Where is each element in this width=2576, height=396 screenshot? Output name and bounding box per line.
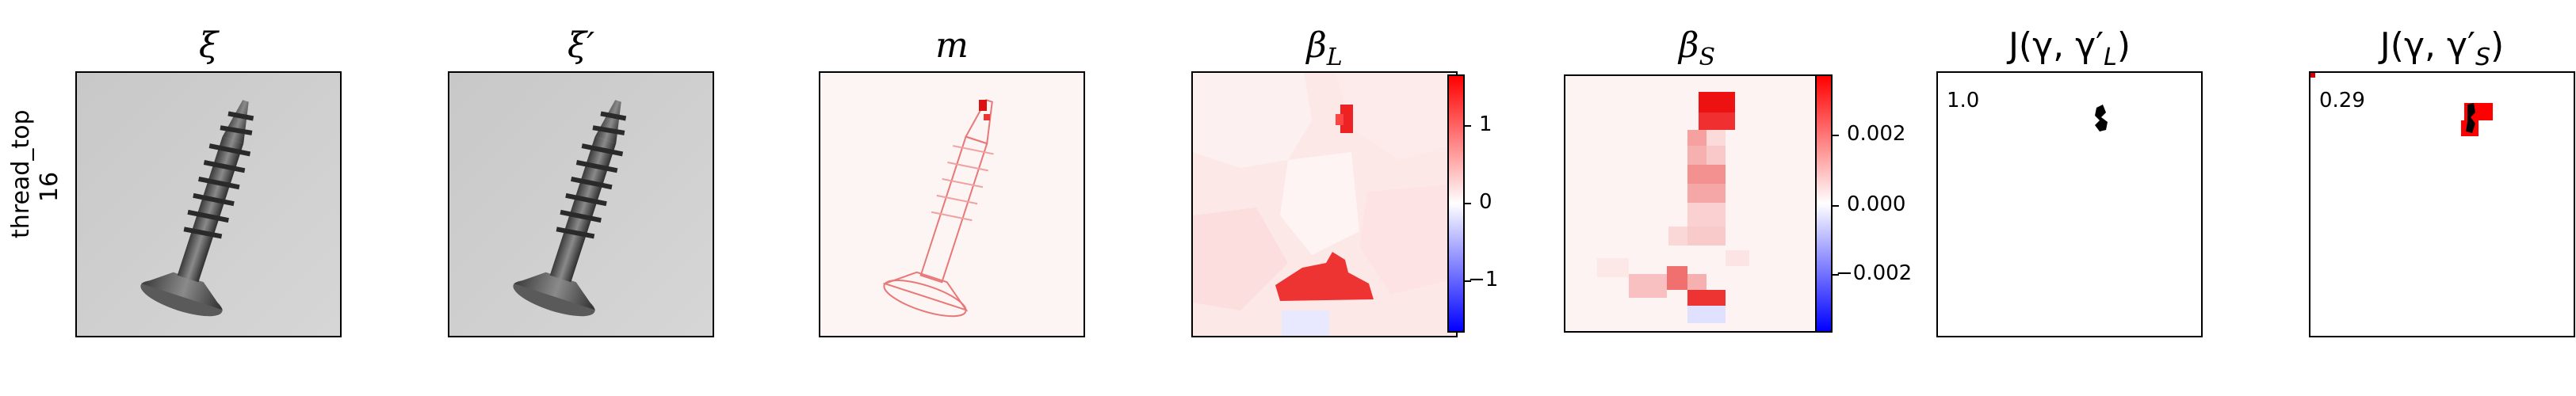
- title-beta-s: βS: [1679, 25, 1715, 71]
- screw-shape: [140, 100, 254, 317]
- colorbar-s-tick-neg: −0.002: [1836, 261, 1913, 285]
- panel-beta-s: [1564, 74, 1822, 333]
- jaccard-s-value: 0.29: [2319, 89, 2365, 112]
- colorbar-s-tick-pos: 0.002: [1847, 122, 1906, 146]
- colorbar-beta-l: [1447, 74, 1465, 333]
- row-label: thread_top 16: [7, 109, 64, 239]
- title-jaccard-s: J(γ, γ′S): [2379, 25, 2505, 71]
- panel-jaccard-l: [1936, 71, 2203, 337]
- colorbar-s-tick-zero: 0.000: [1847, 192, 1906, 216]
- panel-m: [819, 71, 1085, 337]
- title-m: m: [935, 25, 969, 66]
- jaccard-l-value: 1.0: [1947, 89, 1980, 112]
- panel-xi: [75, 71, 342, 337]
- panel-beta-l: [1191, 71, 1458, 337]
- colorbar-l-tick-1: 1: [1479, 112, 1492, 136]
- colorbar-beta-s: [1815, 74, 1833, 333]
- row-label-index: 16: [36, 171, 63, 203]
- title-xi-prime: ξ′: [567, 25, 595, 66]
- panel-xi-prime: [448, 71, 714, 337]
- row-label-name: thread_top: [7, 109, 35, 239]
- beta-s-grid: [1597, 92, 1749, 323]
- colorbar-l-tick-0: 0: [1479, 190, 1492, 214]
- title-beta-l: βL: [1306, 25, 1343, 71]
- title-xi: ξ: [198, 25, 219, 66]
- title-jaccard-l: J(γ, γ′L): [2008, 25, 2131, 71]
- panel-jaccard-s: [2309, 71, 2575, 337]
- colorbar-l-tick-neg1: −1: [1468, 268, 1499, 291]
